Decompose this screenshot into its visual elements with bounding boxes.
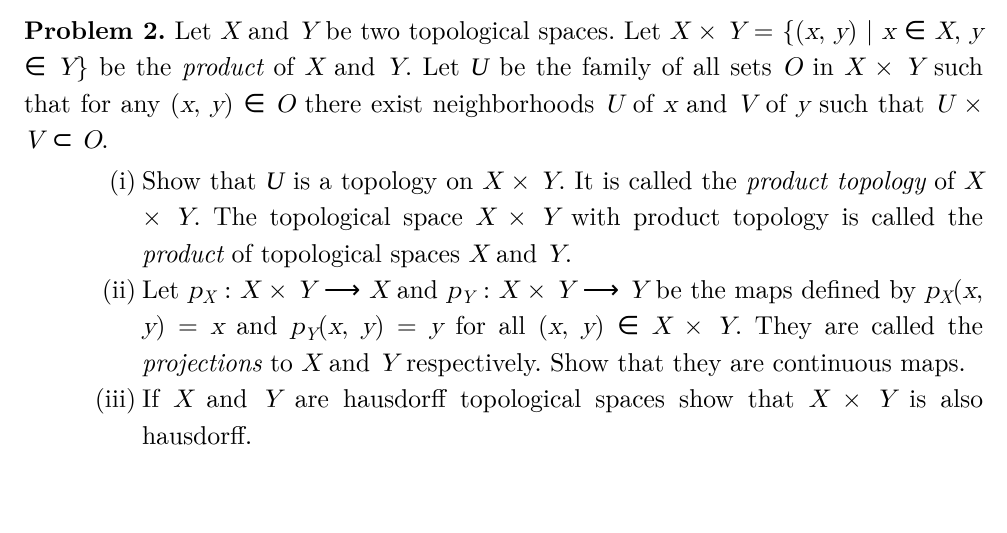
problem-part: (iii) If X and Y are hausdorff topologic…	[142, 380, 983, 451]
part-text: If X and Y are hausdorff topological spa…	[142, 379, 983, 451]
problem-part: (ii) Let pX : X × Y ⟶ X and pY : X × Y ⟶…	[142, 271, 983, 380]
part-marker: (ii)	[80, 271, 136, 305]
problem-intro: Let X and Y be two topological spaces. L…	[24, 11, 983, 156]
part-marker: (i)	[80, 162, 136, 196]
problem-parts-list: (i) Show that U is a topology on X × Y. …	[24, 162, 983, 451]
problem-page: Problem 2. Let X and Y be two topologica…	[0, 0, 1007, 463]
part-text: Let pX : X × Y ⟶ X and pY : X × Y ⟶ Y be…	[142, 270, 983, 379]
part-text: Show that U is a topology on X × Y. It i…	[142, 161, 983, 270]
problem-part: (i) Show that U is a topology on X × Y. …	[142, 162, 983, 271]
problem-heading: Problem 2.	[24, 10, 166, 47]
problem-statement: Problem 2. Let X and Y be two topologica…	[24, 12, 983, 158]
part-marker: (iii)	[80, 380, 136, 414]
